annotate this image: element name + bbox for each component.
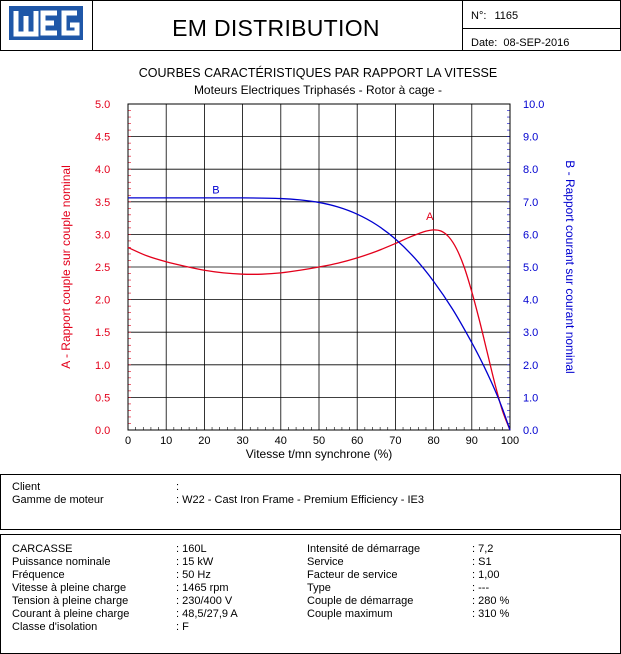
spec-label: Type: [307, 582, 331, 594]
series-line-a: [127, 229, 511, 431]
spec-label: Gamme de moteur: [12, 494, 104, 506]
spec-value: : 310 %: [472, 608, 510, 620]
y-left-tick-label: 3.5: [95, 197, 110, 209]
y-left-tick-label: 5.0: [95, 99, 110, 111]
y-right-tick-label: 10.0: [523, 99, 544, 111]
x-tick-label: 0: [125, 435, 131, 447]
y-left-tick-label: 2.5: [95, 262, 110, 274]
y-left-tick-label: 1.0: [95, 360, 110, 372]
x-tick-label: 40: [275, 435, 287, 447]
spec-value: : 230/400 V: [176, 595, 233, 607]
spec-label: Fréquence: [12, 569, 65, 581]
y-right-tick-label: 6.0: [523, 229, 538, 241]
y-left-tick-label: 1.5: [95, 327, 110, 339]
spec-value: : ---: [472, 582, 490, 594]
date-label: Date:: [471, 37, 498, 49]
spec-value: : 48,5/27,9 A: [176, 608, 238, 620]
y-left-tick-label: 3.0: [95, 229, 110, 241]
x-tick-label: 70: [389, 435, 401, 447]
y-left-tick-label: 0.5: [95, 392, 110, 404]
header-meta-divider: [462, 28, 621, 29]
y-left-tick-label: 0.0: [95, 425, 110, 437]
x-tick-label: 50: [313, 435, 325, 447]
y-right-tick-label: 4.0: [523, 295, 538, 307]
weg-logo: [9, 6, 83, 40]
chart-subtitle: Moteurs Electriques Triphasés - Rotor à …: [194, 83, 442, 97]
spec-label: Puissance nominale: [12, 556, 111, 568]
series-annotation-a: A: [426, 211, 434, 223]
spec-label: Classe d'isolation: [12, 621, 98, 633]
number-field: N°: 1165: [471, 10, 518, 22]
y-right-tick-label: 3.0: [523, 327, 538, 339]
x-tick-label: 20: [198, 435, 210, 447]
y-left-tick-label: 4.5: [95, 132, 110, 144]
spec-value: : 1465 rpm: [176, 582, 229, 594]
spec-value: : 50 Hz: [176, 569, 211, 581]
y-right-tick-label: 1.0: [523, 392, 538, 404]
plot-frame: [127, 103, 511, 431]
spec-value: : W22 - Cast Iron Frame - Premium Effici…: [176, 494, 424, 506]
spec-label: Client: [12, 481, 41, 493]
spec-value: : 1,00: [472, 569, 500, 581]
y-right-tick-label: 0.0: [523, 425, 538, 437]
series-annotation-b: B: [212, 185, 219, 197]
y-right-tick-label: 7.0: [523, 197, 538, 209]
spec-label: Courant à pleine charge: [12, 608, 130, 620]
x-tick-label: 100: [501, 435, 519, 447]
series-line-b: [127, 197, 511, 431]
date-value: 08-SEP-2016: [503, 37, 570, 49]
y-right-axis-label: B - Rapport courant sur courant nominal: [563, 160, 577, 373]
number-label: N°:: [471, 10, 487, 22]
y-left-tick-label: 2.0: [95, 295, 110, 307]
x-tick-label: 80: [427, 435, 439, 447]
number-value: 1165: [494, 10, 519, 22]
document-title: EM DISTRIBUTION: [172, 14, 380, 41]
x-axis-label: Vitesse t/mn synchrone (%): [246, 447, 393, 461]
x-tick-label: 30: [236, 435, 248, 447]
spec-label: Couple maximum: [307, 608, 393, 620]
spec-label: Intensité de démarrage: [307, 543, 421, 555]
spec-label: Couple de démarrage: [307, 595, 414, 607]
y-right-tick-label: 9.0: [523, 132, 538, 144]
date-field: Date: 08-SEP-2016: [471, 37, 569, 49]
y-right-tick-label: 5.0: [523, 262, 538, 274]
spec-value: : 280 %: [472, 595, 510, 607]
spec-label: Service: [307, 556, 344, 568]
x-tick-label: 10: [160, 435, 172, 447]
spec-label: Vitesse à pleine charge: [12, 582, 127, 594]
spec-value: : 15 kW: [176, 556, 214, 568]
spec-label: Tension à pleine charge: [12, 595, 129, 607]
spec-value: : 160L: [176, 543, 207, 555]
y-left-axis-label: A - Rapport couple sur couple nominal: [59, 165, 73, 368]
x-tick-label: 60: [351, 435, 363, 447]
spec-value: : 7,2: [472, 543, 494, 555]
spec-value: : S1: [472, 556, 492, 568]
spec-value: :: [176, 481, 180, 493]
chart-title: COURBES CARACTÉRISTIQUES PAR RAPPORT LA …: [139, 65, 497, 80]
characteristic-curves-chart: COURBES CARACTÉRISTIQUES PAR RAPPORT LA …: [59, 65, 577, 461]
y-right-tick-label: 8.0: [523, 164, 538, 176]
spec-label: Facteur de service: [307, 569, 398, 581]
y-right-tick-label: 2.0: [523, 360, 538, 372]
spec-label: CARCASSE: [12, 543, 73, 555]
spec-value: : F: [176, 621, 189, 633]
x-tick-label: 90: [466, 435, 478, 447]
y-left-tick-label: 4.0: [95, 164, 110, 176]
